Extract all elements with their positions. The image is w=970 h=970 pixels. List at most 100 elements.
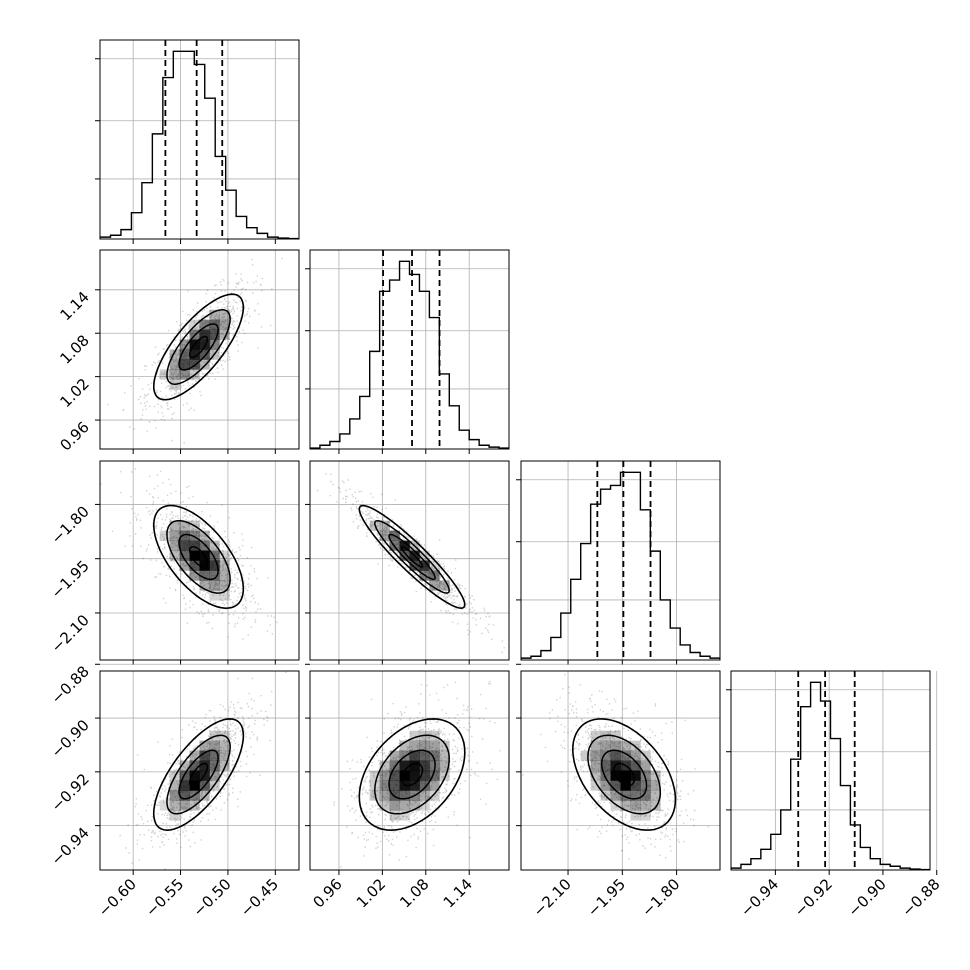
density-cell [600, 750, 611, 761]
density-cell [419, 770, 430, 781]
density-cell [640, 790, 651, 801]
density-cell [630, 790, 641, 801]
density-cell [600, 740, 611, 751]
density-cell [189, 560, 200, 571]
density-cell [169, 790, 180, 801]
contour-1 [388, 749, 436, 800]
density-cell [179, 780, 190, 791]
density-cell [640, 760, 651, 771]
density-cell [199, 560, 210, 571]
density-cell [610, 780, 621, 791]
density-cell [209, 750, 220, 761]
density-cell [409, 760, 420, 771]
x-tick-label: −0.60 [95, 875, 140, 920]
density-cell [650, 770, 661, 781]
density-panel-2-0 [95, 460, 300, 665]
density-cell [189, 319, 200, 330]
y-tick-label: 0.96 [56, 418, 92, 454]
density-cell [419, 760, 430, 771]
density-cell [209, 580, 220, 591]
density-cell [439, 750, 450, 761]
density-cell [600, 770, 611, 781]
panel-frame [730, 670, 931, 871]
density-cell [620, 750, 631, 761]
density-cell [610, 790, 621, 801]
density-cell [159, 530, 170, 541]
panel-frame [99, 670, 300, 871]
y-tick-label: 1.02 [56, 375, 92, 411]
density-cell [590, 750, 601, 761]
x-tick-label: −0.94 [737, 875, 782, 920]
contour-1 [388, 533, 436, 581]
density-cell [640, 810, 651, 821]
density-cell [640, 780, 651, 791]
hist-panel-1 [305, 249, 510, 454]
density-cell [209, 760, 220, 771]
density-cell [199, 359, 210, 370]
density-cell [439, 770, 450, 781]
density-cell [389, 780, 400, 791]
density-cell [640, 800, 651, 811]
contour-2 [374, 519, 450, 594]
density-panel-3-2 [516, 663, 721, 875]
contour-2 [166, 734, 231, 815]
density-layer [333, 680, 501, 868]
contour-1 [178, 323, 219, 371]
density-cell [189, 760, 200, 771]
panel-frame [99, 249, 300, 450]
density-cell [429, 790, 440, 801]
density-cell [429, 780, 440, 791]
density-cell [189, 570, 200, 581]
density-cell [379, 530, 390, 541]
density-cell [419, 780, 430, 791]
density-cell [189, 770, 200, 781]
density-cell [209, 560, 220, 571]
contour-0 [400, 762, 424, 787]
density-cell [389, 760, 400, 771]
panel-frame [309, 249, 510, 450]
density-cell [399, 550, 410, 561]
contour-3 [153, 293, 245, 401]
x-tick-label: 1.14 [440, 875, 476, 911]
density-cell [199, 540, 210, 551]
density-cell [179, 790, 190, 801]
density-cell [209, 309, 220, 320]
panel-frame [520, 460, 721, 661]
density-cell [199, 339, 210, 350]
contour-0 [400, 545, 424, 568]
density-cell [620, 770, 631, 781]
density-cell [199, 570, 210, 581]
density-cell [199, 319, 210, 330]
density-cell [219, 590, 230, 601]
density-cell [379, 800, 390, 811]
density-cell [209, 329, 220, 340]
contour-2 [166, 309, 231, 385]
density-cell [419, 750, 430, 761]
density-cell [399, 810, 410, 821]
contour-0 [188, 545, 209, 568]
density-cell [209, 770, 220, 781]
density-cell [409, 740, 420, 751]
density-cell [179, 339, 190, 350]
density-cell [630, 760, 641, 771]
density-cell [189, 530, 200, 541]
density-cell [630, 800, 641, 811]
density-layer [119, 671, 287, 870]
y-tick-label: −1.95 [48, 557, 93, 602]
contour-1 [178, 749, 219, 800]
density-cell [409, 750, 420, 761]
density-cell [209, 570, 220, 581]
x-tick-label: 1.02 [353, 875, 389, 911]
density-cell [199, 740, 210, 751]
density-cell [169, 780, 180, 791]
density-cell [590, 770, 601, 781]
density-cell [219, 319, 230, 330]
density-cell [429, 750, 440, 761]
y-tick-label: −0.90 [48, 716, 93, 761]
density-cell [199, 580, 210, 591]
density-cell [610, 740, 621, 751]
density-cell [409, 770, 420, 781]
density-cell [429, 580, 440, 591]
density-cell [179, 540, 190, 551]
density-cell [650, 800, 661, 811]
